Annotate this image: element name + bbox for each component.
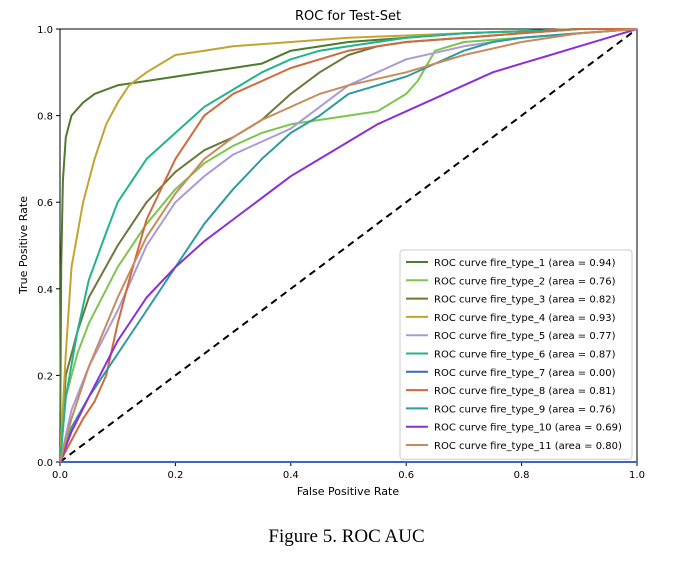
- legend-label-6: ROC curve fire_type_6 (area = 0.87): [434, 350, 616, 361]
- y-tick-label: 0.6: [37, 198, 53, 209]
- y-tick-label: 0.4: [37, 285, 53, 296]
- x-axis-label: False Positive Rate: [297, 485, 399, 498]
- series-line-6: [59, 28, 637, 463]
- chart-title: ROC for Test-Set: [295, 9, 401, 24]
- series-line-11: [59, 28, 638, 463]
- x-tick-label: 1.0: [629, 470, 645, 481]
- plot-area: 0.0 0.2 0.4 0.6 0.8 1.0 0.0 0.2 0.4 0.6 0.8 1.0 ROC …: [37, 25, 645, 481]
- x-tick-label: 0.0: [52, 470, 68, 481]
- series-line-9: [59, 28, 638, 463]
- legend-label-4: ROC curve fire_type_4 (area = 0.93): [434, 313, 616, 324]
- y-tick-label: 0.2: [37, 371, 53, 382]
- series-line-5: [59, 28, 638, 463]
- x-tick-label: 0.4: [283, 470, 299, 481]
- y-tick-label: 0.0: [37, 458, 53, 469]
- x-tick-label: 0.2: [167, 470, 183, 481]
- legend-label-5: ROC curve fire_type_5 (area = 0.77): [434, 331, 616, 342]
- figure-caption: Figure 5. ROC AUC: [268, 526, 425, 547]
- roc-chart: ROC for Test-Set 0.0 0.2 0.4 0.6 0.8 1.00.00.…: [17, 9, 645, 498]
- chance-diagonal-line: [59, 28, 638, 463]
- legend-box: [399, 249, 633, 460]
- legend-label-1: ROC curve fire_type_1 (area = 0.94): [434, 258, 616, 269]
- series-line-10: [59, 28, 638, 463]
- legend-label-9: ROC curve fire_type_9 (area = 0.76): [434, 404, 616, 415]
- legend-label-7: ROC curve fire_type_7 (area = 0.00): [434, 368, 616, 379]
- x-tick-label: 0.8: [514, 470, 530, 481]
- legend-label-10: ROC curve fire_type_10 (area = 0.69): [434, 423, 622, 434]
- legend-label-2: ROC curve fire_type_2 (area = 0.76): [434, 276, 616, 287]
- y-tick-label: 0.8: [37, 112, 53, 123]
- series-line-2: [59, 28, 638, 463]
- legend-label-3: ROC curve fire_type_3 (area = 0.82): [434, 295, 616, 306]
- series-line-8: [59, 28, 637, 463]
- legend-label-11: ROC curve fire_type_11 (area = 0.80): [434, 441, 622, 452]
- y-tick-label: 1.0: [37, 25, 53, 36]
- y-axis-label: True Positive Rate: [17, 196, 30, 295]
- legend-label-8: ROC curve fire_type_8 (area = 0.81): [434, 386, 616, 397]
- x-tick-label: 0.6: [398, 470, 414, 481]
